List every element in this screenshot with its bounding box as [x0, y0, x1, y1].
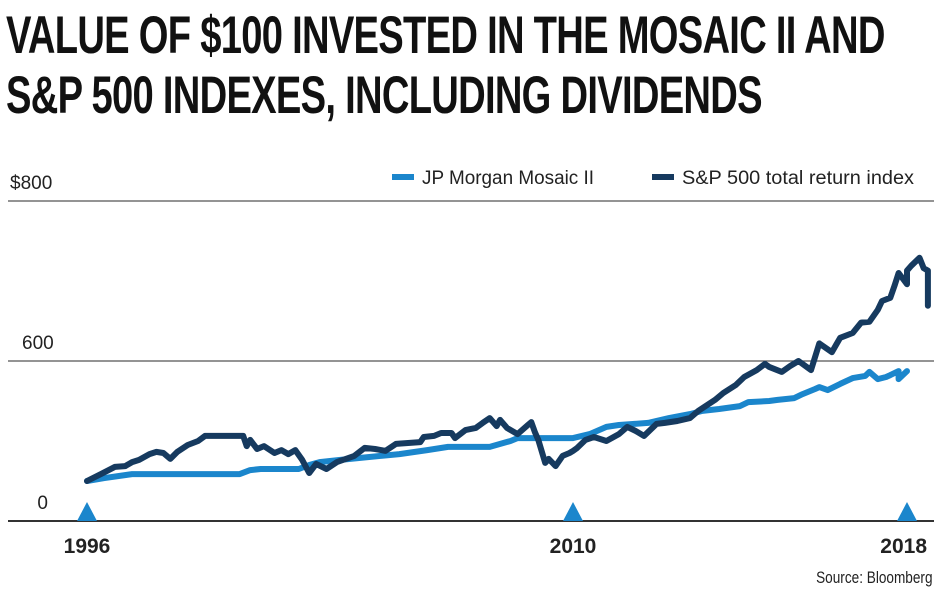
- legend: JP Morgan Mosaic II S&P 500 total return …: [392, 168, 915, 189]
- y-tick-label: 0: [37, 493, 48, 514]
- x-axis-markers: [77, 502, 917, 521]
- x-axis-labels: 1996 2010 2018: [64, 535, 928, 558]
- y-tick-label: $800: [10, 173, 52, 194]
- chart-title-line-1: VALUE OF $100 INVESTED IN THE MOSAIC II …: [6, 6, 885, 65]
- x-tick-label: 2010: [550, 535, 597, 558]
- series-lines: [84, 254, 931, 484]
- year-marker-triangle: [563, 502, 583, 521]
- x-tick-label: 2018: [880, 535, 927, 558]
- x-tick-label: 1996: [64, 535, 111, 558]
- chart-title: VALUE OF $100 INVESTED IN THE MOSAIC II …: [6, 6, 885, 126]
- line-chart: $800 600 0 JP Morgan Mosaic II S&P 500 tota…: [8, 168, 934, 558]
- series-line-sp500: [84, 254, 931, 484]
- legend-label: S&P 500 total return index: [682, 168, 915, 189]
- year-marker-triangle: [897, 502, 917, 521]
- y-tick-label: 600: [22, 333, 54, 354]
- grid-lines: [8, 200, 934, 522]
- chart-title-line-2: S&P 500 INDEXES, INCLUDING DIVIDENDS: [6, 66, 763, 125]
- legend-label: JP Morgan Mosaic II: [422, 168, 594, 189]
- y-axis-labels: $800 600 0: [10, 173, 54, 514]
- source-note: Source: Bloomberg: [816, 568, 933, 587]
- year-marker-triangle: [77, 502, 97, 521]
